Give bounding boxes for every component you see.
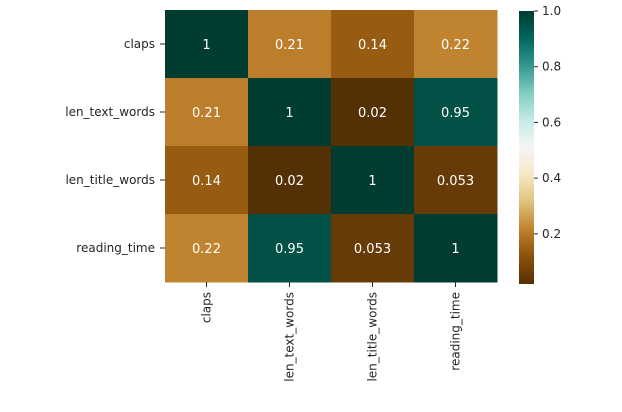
heatmap-cell-1-1	[248, 78, 332, 147]
cell-value-label: 0.95	[441, 106, 470, 121]
heatmap-cell-0-2	[331, 10, 415, 79]
colorbar-tick-label: 0.4	[542, 171, 561, 185]
heatmap-cell-3-3	[414, 214, 498, 283]
colorbar: 0.2 0.4 0.6 0.8 1.0	[519, 4, 561, 284]
colorbar-gradient	[519, 11, 534, 284]
heatmap-cell-0-3	[414, 10, 498, 79]
heatmap-cell-2-0	[165, 146, 249, 215]
cell-value-label: 1	[285, 106, 293, 121]
heatmap-cell-2-2	[331, 146, 415, 215]
cell-value-label: 0.02	[358, 106, 387, 121]
cell-value-label: 0.053	[437, 174, 474, 189]
column-tick-label: len_text_words	[283, 292, 297, 382]
row-tick-label: reading_time	[76, 241, 155, 255]
heatmap-cell-1-0	[165, 78, 249, 147]
heatmap-cell-3-2	[331, 214, 415, 283]
column-tick-label: reading_time	[449, 292, 463, 371]
heatmap-cell-2-3	[414, 146, 498, 215]
colorbar-tick-label: 0.6	[542, 115, 561, 129]
cell-value-label: 0.22	[192, 242, 221, 257]
column-tick-label: len_title_words	[366, 292, 380, 382]
heatmap-cell-1-2	[331, 78, 415, 147]
row-tick-label: len_text_words	[65, 105, 155, 119]
heatmap-cell-2-1	[248, 146, 332, 215]
row-tick-label: claps	[124, 37, 155, 51]
cell-value-label: 0.22	[441, 38, 470, 53]
column-tick-labels: claps len_text_words len_title_words readin…	[200, 282, 463, 382]
cell-value-label: 1	[368, 174, 376, 189]
cell-value-label: 0.053	[354, 242, 391, 257]
cell-value-label: 0.02	[275, 174, 304, 189]
heatmap-cell-3-0	[165, 214, 249, 283]
cell-value-label: 0.21	[275, 38, 304, 53]
colorbar-tick-label: 0.2	[542, 227, 561, 241]
cell-value-label: 0.21	[192, 106, 221, 121]
heatmap-cell-0-1	[248, 10, 332, 79]
heatmap-cell-3-1	[248, 214, 332, 283]
row-tick-labels: claps len_text_words len_title_wordsreadin…	[65, 37, 165, 255]
heatmap-cells: 1 0.21 0.14 0.22 0.21 1 0.02 0.95 0.14 0.02 1 0.053…	[165, 10, 498, 283]
cell-value-label: 0.95	[275, 242, 304, 257]
cell-value-label: 1	[202, 38, 210, 53]
colorbar-tick-label: 1.0	[542, 4, 561, 18]
column-tick-label: claps	[200, 292, 214, 323]
row-tick-label: len_title_words	[65, 173, 155, 187]
heatmap-cell-1-3	[414, 78, 498, 147]
colorbar-tick-label: 0.8	[542, 60, 561, 74]
cell-value-label: 1	[451, 242, 459, 257]
heatmap-cell-0-0	[165, 10, 249, 79]
cell-value-label: 0.14	[192, 174, 221, 189]
cell-value-label: 0.14	[358, 38, 387, 53]
